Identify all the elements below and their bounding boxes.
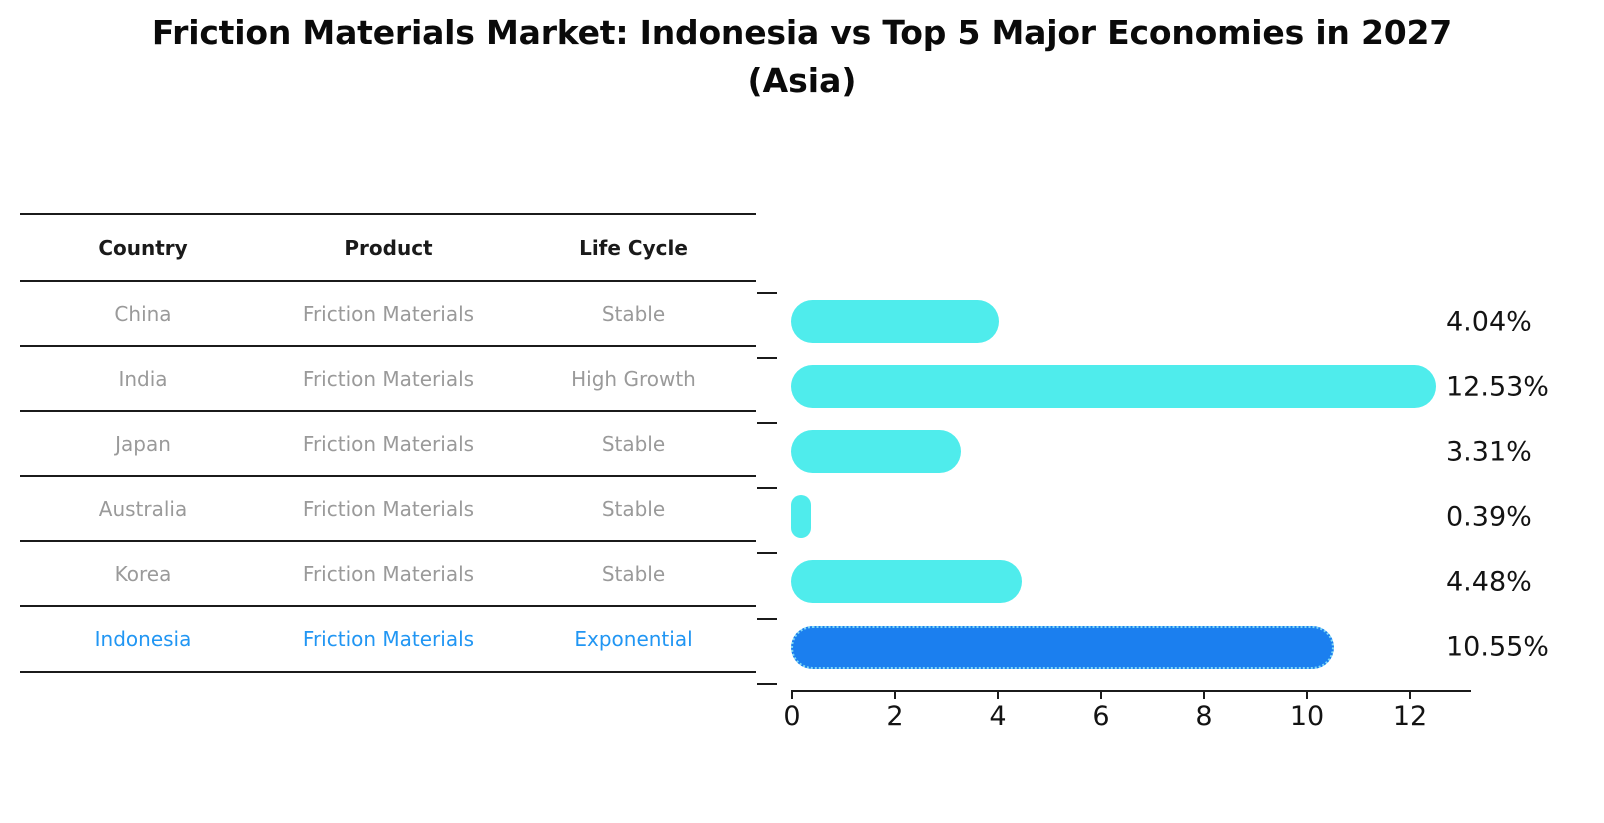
x-axis-tick xyxy=(1203,690,1205,699)
cell-country: China xyxy=(20,281,266,348)
x-axis-tick xyxy=(997,690,999,699)
column-header-life-cycle: Life Cycle xyxy=(511,213,756,282)
table-header: Country Product Life Cycle xyxy=(20,213,756,282)
cell-life-cycle: Stable xyxy=(511,281,756,348)
table-row-highlighted: Indonesia Friction Materials Exponential xyxy=(20,606,756,673)
column-header-product: Product xyxy=(266,213,511,282)
y-axis-tick xyxy=(757,292,777,294)
cell-life-cycle: High Growth xyxy=(511,346,756,413)
x-axis-tick xyxy=(791,690,793,699)
x-axis-tick xyxy=(894,690,896,699)
x-axis-tick xyxy=(1306,690,1308,699)
cell-country: Indonesia xyxy=(20,606,266,673)
page-title: Friction Materials Market: Indonesia vs … xyxy=(151,13,1453,52)
bar-value-label: 3.31% xyxy=(1446,436,1532,468)
cell-country: India xyxy=(20,346,266,413)
bar[interactable] xyxy=(791,560,1022,604)
cell-country: Korea xyxy=(20,541,266,608)
table-body: China Friction Materials Stable India Fr… xyxy=(20,281,756,673)
cell-product: Friction Materials xyxy=(266,281,511,348)
x-axis-tick-label: 0 xyxy=(783,701,801,732)
y-axis-tick xyxy=(757,487,777,490)
y-axis-tick xyxy=(757,552,777,555)
bar[interactable] xyxy=(791,300,1000,343)
bar[interactable] xyxy=(791,430,962,474)
cell-country: Japan xyxy=(20,411,266,478)
cell-life-cycle: Stable xyxy=(511,476,756,543)
bar-value-label: 12.53% xyxy=(1446,371,1549,403)
bar-value-label: 4.04% xyxy=(1446,306,1532,337)
table-row: Korea Friction Materials Stable xyxy=(20,541,756,608)
x-axis-tick-label: 2 xyxy=(886,701,904,732)
column-header-country: Country xyxy=(20,213,266,282)
table-row: Japan Friction Materials Stable xyxy=(20,411,756,478)
table-header-row: Country Product Life Cycle xyxy=(20,213,756,282)
bar-highlighted[interactable] xyxy=(791,625,1335,669)
x-axis-line xyxy=(791,690,1471,692)
x-axis-tick-label: 6 xyxy=(1092,701,1110,732)
cell-product: Friction Materials xyxy=(266,541,511,608)
x-axis-tick xyxy=(1409,690,1411,699)
y-axis-tick xyxy=(757,422,777,425)
table-row: India Friction Materials High Growth xyxy=(20,346,756,413)
country-table: Country Product Life Cycle China Frictio… xyxy=(20,213,756,673)
cell-life-cycle: Stable xyxy=(511,411,756,478)
cell-product: Friction Materials xyxy=(266,411,511,478)
bar-value-label: 10.55% xyxy=(1446,631,1549,663)
cell-country: Australia xyxy=(20,476,266,543)
x-axis-tick xyxy=(1100,690,1102,699)
y-axis-tick xyxy=(757,357,777,360)
x-axis-tick-label: 4 xyxy=(989,701,1007,732)
table-row: China Friction Materials Stable xyxy=(20,281,756,348)
x-axis-tick-label: 8 xyxy=(1195,701,1213,732)
bar-value-label: 4.48% xyxy=(1446,566,1532,598)
country-table-container: Country Product Life Cycle China Frictio… xyxy=(20,213,756,673)
cell-product: Friction Materials xyxy=(266,476,511,543)
cell-product: Friction Materials xyxy=(266,346,511,413)
cell-life-cycle: Exponential xyxy=(511,606,756,673)
bar[interactable] xyxy=(791,495,812,539)
table-row: Australia Friction Materials Stable xyxy=(20,476,756,543)
y-axis-tick xyxy=(757,617,777,620)
page-subtitle: (Asia) xyxy=(747,61,857,101)
y-axis-tick xyxy=(757,682,777,685)
cell-product: Friction Materials xyxy=(266,606,511,673)
bar[interactable] xyxy=(791,365,1437,409)
bar-value-label: 0.39% xyxy=(1446,501,1532,533)
x-axis-tick-label: 10 xyxy=(1289,701,1325,732)
cell-life-cycle: Stable xyxy=(511,541,756,608)
chart-title-block: Friction Materials Market: Indonesia vs … xyxy=(0,12,1604,102)
x-axis-tick-label: 12 xyxy=(1392,701,1428,732)
